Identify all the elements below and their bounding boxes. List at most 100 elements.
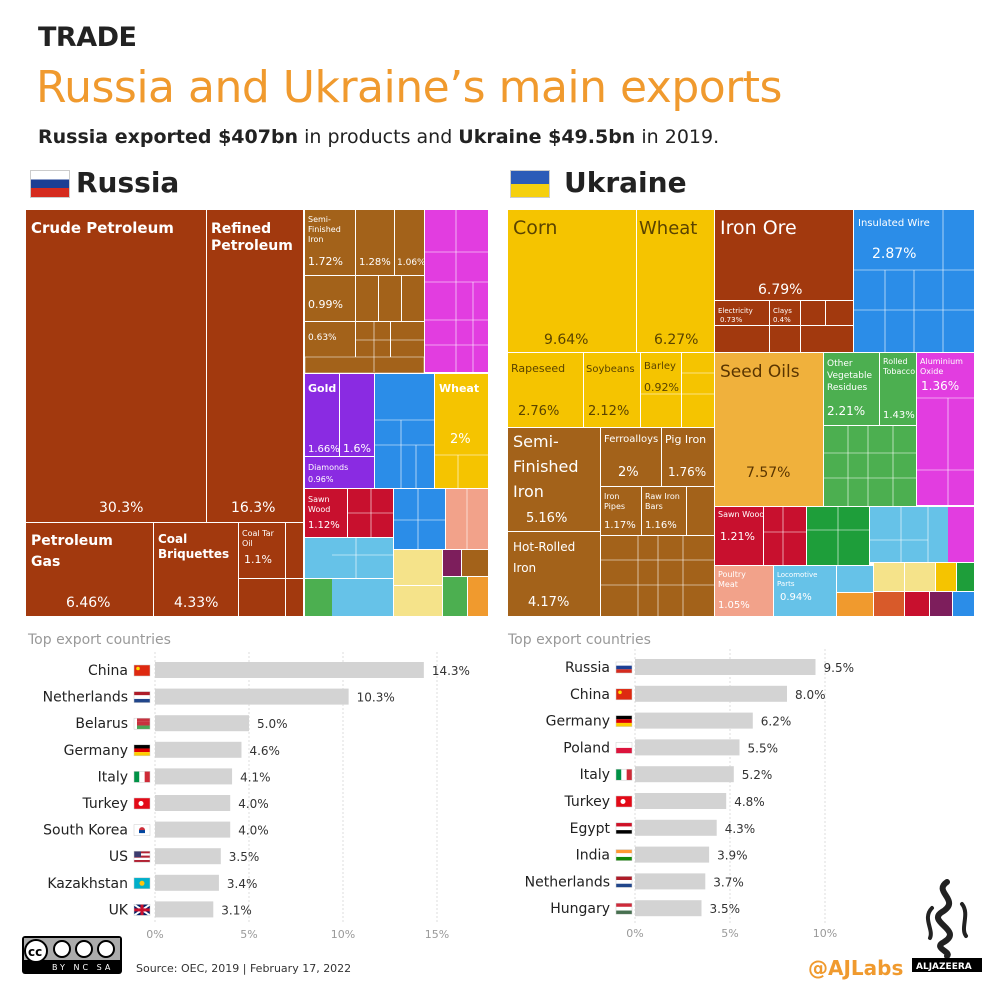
- treemap-label: Clays: [773, 307, 792, 315]
- treemap-label: Oil: [242, 539, 253, 548]
- subtitle-part: Russia exported: [38, 126, 219, 148]
- treemap-locomotive-parts: [774, 566, 836, 616]
- treemap-raw-aluminium: [356, 210, 394, 275]
- belarus-flag-icon: [133, 717, 151, 730]
- x-tick-label: 5%: [721, 927, 738, 940]
- bar-category-label: Poland: [563, 740, 610, 756]
- license-text: BY NC SA: [52, 963, 113, 972]
- treemap-label: Aluminium: [920, 357, 963, 366]
- creative-commons-license-icon: cc BY NC SA: [22, 936, 122, 974]
- treemap-label: Crude Petroleum: [31, 219, 174, 237]
- bar-category-label: Netherlands: [43, 690, 128, 706]
- bar-category-label: US: [109, 849, 128, 865]
- treemap-label: Insulated Wire: [858, 218, 930, 229]
- treemap-value: 6.46%: [66, 595, 110, 611]
- treemap-value: 1.66%: [308, 444, 340, 455]
- bar-value-label: 5.5%: [748, 741, 779, 755]
- bar-category-label: South Korea: [43, 823, 128, 839]
- treemap-coal-tar-oil: [239, 523, 285, 578]
- treemap-raw-iron-bars: [642, 487, 686, 535]
- turkey-flag-icon: [615, 795, 633, 808]
- treemap-label: Iron: [513, 482, 544, 501]
- bar: [635, 900, 702, 917]
- south-korea-flag-icon: [133, 824, 151, 836]
- treemap-label: Refined: [211, 221, 271, 237]
- treemap-label: Wheat: [639, 218, 697, 239]
- uk-flag-icon: [133, 903, 151, 917]
- ukraine-flag-icon: [510, 170, 550, 198]
- treemap-value: 1.28%: [359, 257, 391, 268]
- treemap-rolled-tobacco: [880, 353, 916, 425]
- treemap-value: 2.87%: [872, 246, 916, 262]
- treemap-label: Gas: [31, 554, 60, 570]
- bar: [155, 768, 233, 785]
- treemap-barley: [641, 353, 681, 427]
- treemap-value: 5.16%: [526, 511, 567, 526]
- treemap-label: Soybeans: [586, 364, 635, 375]
- bar: [635, 739, 740, 756]
- russia-heading: Russia: [76, 166, 180, 199]
- bar-value-label: 4.8%: [734, 795, 765, 809]
- bar-value-label: 8.0%: [795, 688, 826, 702]
- bar: [155, 741, 242, 758]
- treemap-label: Briquettes: [158, 547, 229, 561]
- x-tick-label: 10%: [331, 928, 355, 941]
- treemap-wheat: [637, 210, 714, 352]
- bar: [635, 766, 734, 783]
- treemap-label: Wheat: [439, 382, 479, 395]
- aljazeera-logo: ALJAZEERA: [912, 879, 982, 972]
- treemap-hot-rolled-iron: [508, 532, 600, 616]
- treemap-label: Iron: [513, 561, 536, 575]
- bar-value-label: 14.3%: [432, 664, 470, 678]
- treemap-label: Petroleum: [211, 238, 293, 254]
- treemap-coal-briquettes: [154, 523, 238, 616]
- subtitle-part: in products and: [298, 126, 459, 148]
- bar-category-label: Italy: [580, 767, 610, 783]
- treemap-value: 1.06%: [397, 258, 426, 268]
- treemap-sawn-wood: [715, 507, 763, 565]
- source-note: Source: OEC, 2019 | February 17, 2022: [136, 962, 352, 975]
- bar-value-label: 9.5%: [824, 661, 855, 675]
- treemap-value: 1.17%: [604, 520, 636, 531]
- treemap-label: Sawn: [308, 495, 330, 504]
- bar-value-label: 4.6%: [249, 744, 279, 758]
- treemap-label: Pig Iron: [665, 433, 706, 446]
- treemap-label: Semi-: [308, 215, 331, 224]
- treemap-soybeans: [584, 353, 640, 427]
- treemap-label: Petroleum: [31, 533, 113, 549]
- treemap-iron-pipes: [601, 487, 641, 535]
- netherlands-flag-icon: [615, 876, 633, 888]
- bar-category-label: Turkey: [563, 794, 610, 810]
- treemap-aluminium-oxide: [917, 353, 974, 505]
- treemap-value: 9.64%: [544, 332, 588, 348]
- bar-value-label: 4.1%: [240, 770, 271, 784]
- bar-value-label: 10.3%: [357, 691, 395, 705]
- ukraine-bar-chart: Top export countries 0% 5% 10% Russia 9.5% Chi…: [507, 632, 855, 940]
- treemap-value: 0.99%: [308, 298, 343, 311]
- bar-value-label: 4.3%: [725, 822, 756, 836]
- treemap-label: Rolled: [883, 357, 908, 366]
- bar-category-label: Hungary: [550, 901, 610, 917]
- treemap-sawn-wood: [305, 489, 347, 537]
- treemap-semi-finished-iron: [305, 210, 355, 275]
- treemap-wheat: [435, 374, 488, 488]
- bar: [155, 821, 231, 838]
- treemap-label: Electricity: [718, 307, 753, 315]
- germany-flag-icon: [133, 744, 151, 757]
- bar-value-label: 3.1%: [221, 903, 252, 917]
- x-tick-label: 0%: [626, 927, 643, 940]
- treemap-label: Coal: [158, 532, 187, 546]
- bar-value-label: 3.9%: [717, 849, 748, 863]
- bar-category-label: Russia: [565, 660, 610, 676]
- bar-value-label: 4.0%: [238, 797, 269, 811]
- treemap-platinum: [340, 374, 374, 456]
- bar: [635, 685, 787, 702]
- turkey-flag-icon: [133, 797, 151, 810]
- bar-value-label: 3.4%: [227, 877, 257, 891]
- bar-category-label: Egypt: [570, 821, 611, 837]
- bar: [635, 659, 816, 675]
- treemap-value: 1.12%: [308, 520, 340, 531]
- russia-flag-icon: [615, 661, 633, 674]
- treemap-label: Oxide: [920, 367, 943, 376]
- poland-flag-icon: [615, 742, 633, 754]
